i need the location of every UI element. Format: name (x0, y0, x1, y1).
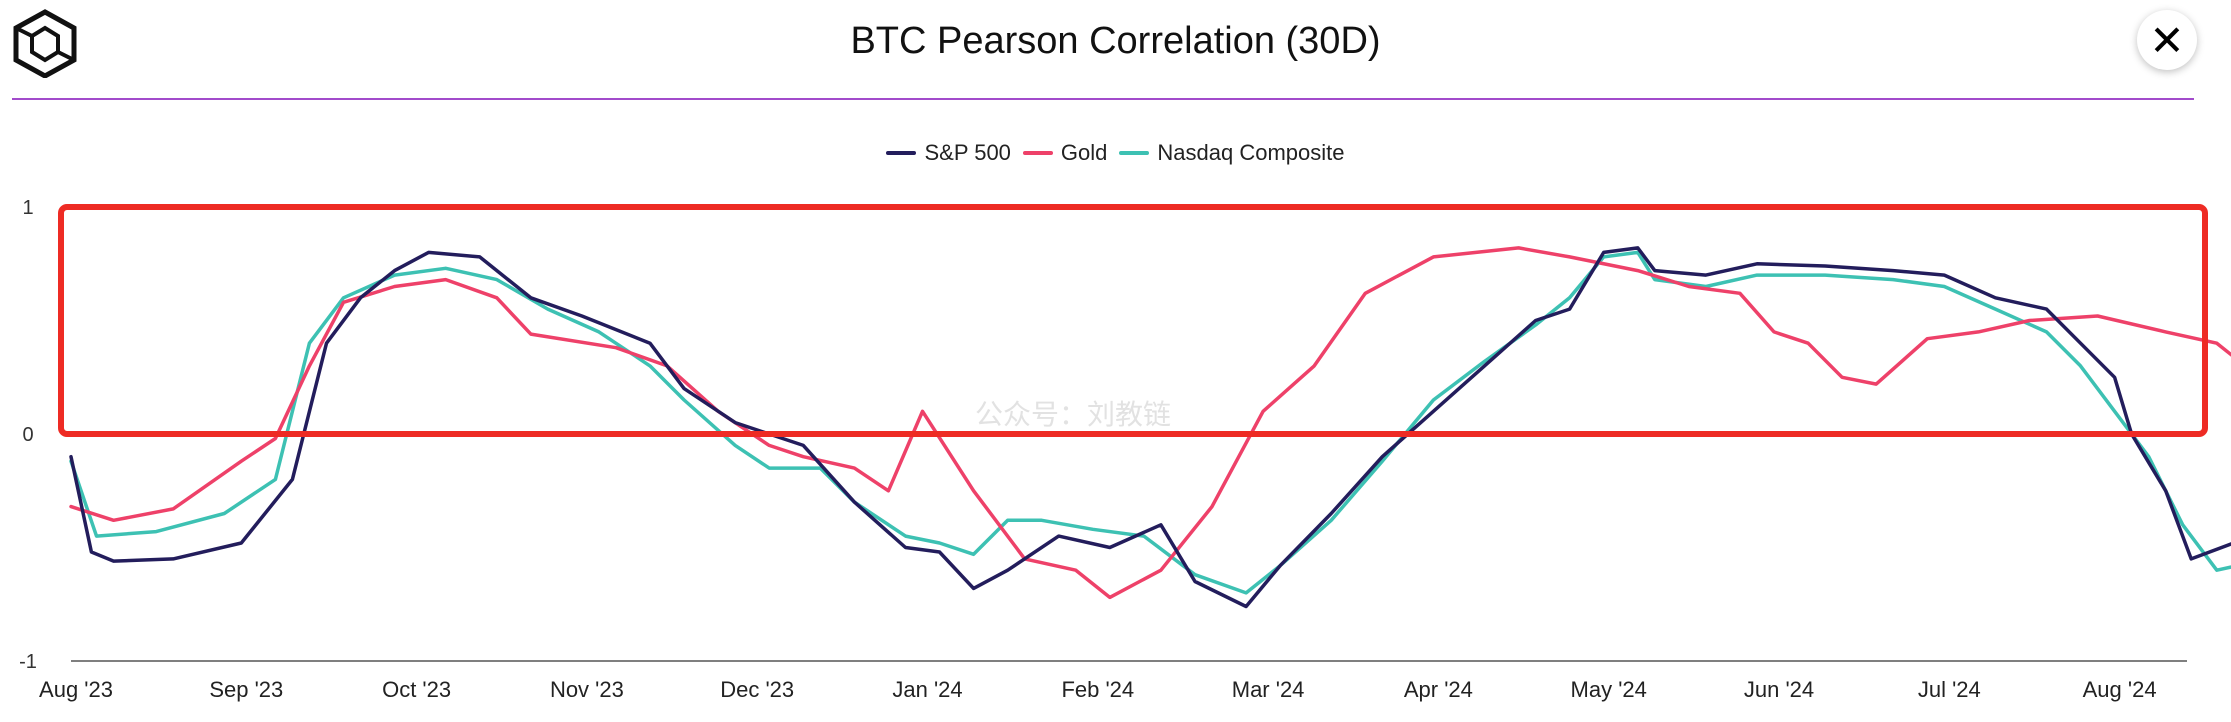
close-icon: ✕ (2149, 16, 2185, 64)
y-tick-label: 1 (22, 197, 33, 219)
header-divider (12, 98, 2194, 100)
x-tick-label: Aug '24 (2083, 677, 2157, 702)
x-tick-label: Jan '24 (892, 677, 962, 702)
x-tick-label: Feb '24 (1061, 677, 1134, 702)
x-tick-label: Sep '23 (209, 677, 283, 702)
cube-logo-icon[interactable] (10, 8, 80, 79)
x-tick-label: Aug '23 (39, 677, 113, 702)
legend-item-nasdaq[interactable]: Nasdaq Composite (1119, 140, 1345, 166)
legend-label-nasdaq: Nasdaq Composite (1157, 140, 1345, 165)
x-tick-label: Nov '23 (550, 677, 624, 702)
watermark-text: 公众号：刘教链 (975, 399, 1172, 430)
legend-swatch-sp500 (886, 151, 917, 155)
legend-swatch-nasdaq (1119, 151, 1150, 155)
x-tick-label: Oct '23 (382, 677, 451, 702)
legend-swatch-gold (1022, 151, 1053, 155)
highlight-box (58, 204, 2208, 437)
x-tick-label: Jul '24 (1918, 677, 1981, 702)
legend-label-sp500: S&P 500 (924, 140, 1011, 165)
legend-item-sp500[interactable]: S&P 500 (886, 140, 1011, 166)
legend-item-gold[interactable]: Gold (1022, 140, 1108, 166)
y-tick-label: 0 (22, 424, 33, 446)
x-tick-label: May '24 (1571, 677, 1647, 702)
x-tick-label: Mar '24 (1232, 677, 1305, 702)
chart-legend: S&P 500 Gold Nasdaq Composite (0, 140, 2231, 166)
series-line-nasdaq (69, 250, 2231, 595)
series-line-gold (69, 246, 2231, 600)
series-line-sp500 (69, 246, 2231, 609)
x-tick-label: Jun '24 (1744, 677, 1814, 702)
close-button[interactable]: ✕ (2137, 10, 2197, 70)
legend-label-gold: Gold (1060, 140, 1108, 165)
chart-title: BTC Pearson Correlation (30D) (850, 20, 1381, 62)
x-tick-label: Apr '24 (1404, 677, 1473, 702)
x-tick-label: Dec '23 (720, 677, 794, 702)
y-tick-label: -1 (19, 651, 37, 673)
